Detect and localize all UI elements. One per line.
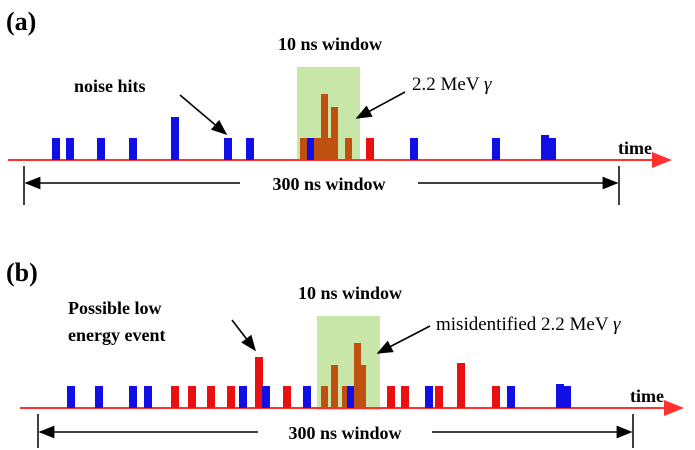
candidate-hit bbox=[321, 94, 328, 117]
flagged-hit bbox=[171, 386, 179, 408]
panel-a-hits bbox=[52, 94, 556, 160]
flagged-hit bbox=[366, 138, 374, 160]
panel-a-span-label: 300 ns window bbox=[272, 174, 385, 194]
noise-hit bbox=[303, 386, 311, 408]
noise-hit bbox=[425, 386, 433, 408]
noise-hit bbox=[129, 386, 137, 408]
candidate-hit bbox=[321, 117, 328, 160]
flagged-hit bbox=[283, 386, 291, 408]
panel-b: (b) 10 ns window time bbox=[6, 258, 684, 448]
candidate-hit bbox=[314, 138, 321, 160]
panel-a-gamma-arrow bbox=[355, 91, 406, 119]
candidate-hit bbox=[345, 138, 352, 160]
panel-b-low-energy-label-line2: energy event bbox=[68, 325, 165, 345]
panel-b-window-label: 10 ns window bbox=[298, 283, 402, 303]
noise-hit bbox=[563, 386, 571, 408]
noise-hit bbox=[239, 386, 247, 408]
noise-hit bbox=[556, 384, 564, 408]
panel-b-label: (b) bbox=[6, 258, 38, 287]
flagged-hit bbox=[188, 386, 196, 408]
flagged-hit bbox=[457, 363, 465, 408]
candidate-hit bbox=[331, 107, 338, 160]
candidate-hit bbox=[331, 365, 338, 408]
panel-b-time-label: time bbox=[630, 386, 664, 406]
noise-hit bbox=[548, 138, 556, 160]
panel-a-noise-hits-label: noise hits bbox=[74, 76, 146, 96]
noise-hit bbox=[171, 117, 179, 160]
flagged-hit bbox=[207, 386, 215, 408]
noise-hit bbox=[492, 138, 500, 160]
candidate-hit bbox=[354, 343, 361, 408]
candidate-hit bbox=[321, 386, 328, 408]
panel-b-misidentified-arrow bbox=[376, 325, 431, 354]
panel-b-misidentified-label: misidentified 2.2 MeV γ bbox=[436, 314, 621, 335]
panel-a-label: (a) bbox=[6, 7, 36, 36]
panel-a: (a) 10 ns window time bbox=[6, 7, 672, 205]
candidate-hit bbox=[359, 365, 366, 408]
panel-a-noise-hits-arrow bbox=[179, 94, 228, 136]
noise-hit bbox=[95, 386, 103, 408]
noise-hit bbox=[144, 386, 152, 408]
flagged-hit bbox=[435, 386, 443, 408]
low-energy-event-hit bbox=[255, 357, 263, 408]
panel-b-span-label: 300 ns window bbox=[288, 423, 401, 443]
flagged-hit bbox=[492, 386, 500, 408]
panel-b-low-energy-arrow bbox=[231, 319, 256, 352]
noise-hit bbox=[246, 138, 254, 160]
noise-hit bbox=[541, 135, 549, 160]
candidate-hit bbox=[300, 138, 307, 160]
flagged-hit bbox=[227, 386, 235, 408]
panel-a-time-label: time bbox=[618, 138, 652, 158]
noise-hit bbox=[347, 386, 354, 408]
flagged-hit bbox=[387, 386, 395, 408]
panel-a-gamma-label: 2.2 MeV γ bbox=[412, 74, 492, 95]
noise-hit bbox=[67, 386, 75, 408]
flagged-hit bbox=[401, 386, 409, 408]
panel-b-low-energy-label-line1: Possible low bbox=[68, 298, 162, 318]
noise-hit bbox=[224, 138, 232, 160]
noise-hit bbox=[507, 386, 515, 408]
panel-b-hits bbox=[67, 343, 571, 408]
noise-hit bbox=[262, 386, 270, 408]
candidate-hit bbox=[342, 386, 349, 408]
noise-hit bbox=[97, 138, 105, 160]
noise-hit bbox=[129, 138, 137, 160]
panel-a-window-label: 10 ns window bbox=[278, 34, 382, 54]
noise-hit bbox=[66, 138, 74, 160]
noise-hit bbox=[52, 138, 60, 160]
noise-hit bbox=[307, 138, 314, 160]
noise-hit bbox=[410, 138, 418, 160]
